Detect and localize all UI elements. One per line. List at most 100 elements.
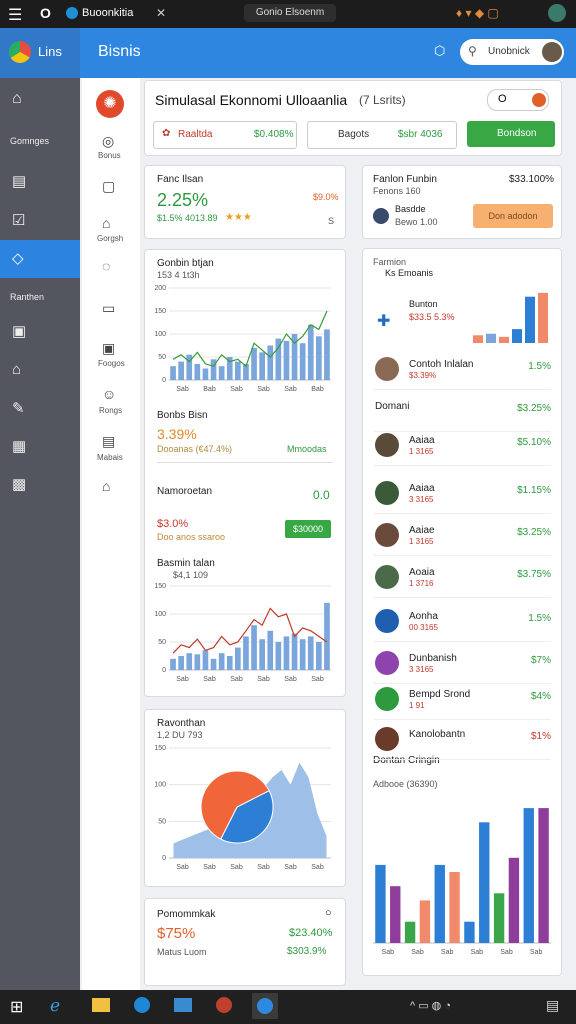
- chart-title: Dontan Cringin: [373, 755, 440, 766]
- bar: [218, 653, 225, 670]
- bar: [523, 808, 534, 943]
- summary-card: Fanc Ilsan 2.25% $1.5% 4013.89 ★★★ $9.0%…: [144, 165, 346, 239]
- totals-icon[interactable]: ○: [325, 907, 332, 919]
- avatar: [375, 651, 399, 675]
- ranking-subtitle: Ks Emoanis: [385, 268, 434, 278]
- start-button[interactable]: ⊞: [10, 999, 24, 1016]
- search-box[interactable]: ⚲ Unobnick: [460, 39, 564, 65]
- taskbar-app[interactable]: [134, 997, 150, 1013]
- bar: [251, 347, 257, 380]
- bar: [235, 647, 241, 670]
- nav-icon[interactable]: ▣: [102, 340, 116, 356]
- nav-label[interactable]: Gorgsh: [97, 234, 124, 243]
- row-sub: $3.39%: [409, 371, 437, 380]
- divider: [373, 641, 551, 642]
- row-name: Aonha: [409, 611, 438, 622]
- side-value: $9.0%: [313, 192, 339, 202]
- bar: [170, 366, 176, 380]
- nav-icon[interactable]: ▦: [12, 438, 27, 455]
- menu-icon[interactable]: ☰: [8, 7, 23, 24]
- bar: [299, 639, 306, 670]
- side-note: S: [328, 216, 335, 226]
- profile-name: Basdde: [395, 204, 426, 214]
- button-label: Raaltda: [178, 129, 213, 140]
- sidebar-item[interactable]: Gomnges: [10, 136, 50, 146]
- bar: [512, 329, 522, 343]
- stats-button[interactable]: $30000: [285, 520, 331, 538]
- avatar: [375, 565, 399, 589]
- stars: ★★★: [225, 212, 252, 223]
- x-tick-label: Sab: [284, 386, 297, 393]
- divider: [373, 513, 551, 514]
- ranking-card: Farmion Ks Emoanis ✚ Bunton $33.5 5.3% D…: [362, 248, 562, 976]
- taskbar-app[interactable]: [216, 997, 232, 1013]
- user-avatar[interactable]: [548, 4, 566, 22]
- nav-label[interactable]: Mabais: [97, 453, 123, 462]
- nav-icon[interactable]: ▤: [102, 433, 116, 449]
- sidebar-item[interactable]: Ranthen: [10, 292, 45, 302]
- taskbar-app[interactable]: [92, 998, 110, 1012]
- nav-label[interactable]: Rongs: [99, 406, 123, 415]
- nav-icon[interactable]: ✎: [12, 400, 25, 417]
- nav-icon[interactable]: ▤: [12, 173, 27, 190]
- chart-subtitle: $4,1 109: [173, 570, 209, 580]
- bar: [259, 352, 265, 380]
- button[interactable]: Bondson: [467, 121, 555, 147]
- pie-slice: [220, 789, 274, 844]
- button-value: $sbr 4036: [398, 129, 443, 140]
- nav-icon[interactable]: ⌂: [12, 361, 22, 378]
- nav-icon[interactable]: ⌂: [12, 90, 22, 107]
- y-tick-label: 0: [162, 377, 166, 384]
- bar: [243, 363, 249, 380]
- bar: [291, 334, 298, 380]
- stats-value: $3.0%: [157, 518, 189, 530]
- x-tick-label: Sab: [411, 949, 424, 956]
- nav-icon[interactable]: ▩: [12, 476, 27, 493]
- notifications[interactable]: ▤: [546, 997, 560, 1013]
- settings-icon[interactable]: ⬡: [434, 43, 446, 58]
- row-value: $1%: [530, 731, 551, 742]
- nav-icon[interactable]: ⌂: [102, 478, 111, 494]
- nav-label[interactable]: Bonus: [98, 151, 121, 160]
- divider: [373, 597, 551, 598]
- sidebar-selected[interactable]: ◇: [0, 240, 80, 278]
- totals-note: Matus Luom: [157, 947, 207, 957]
- nav-icon[interactable]: ▢: [102, 178, 116, 194]
- profile-button[interactable]: Don adodon: [473, 204, 553, 228]
- button[interactable]: Bagots $sbr 4036: [307, 121, 457, 149]
- toggle[interactable]: O: [487, 89, 549, 111]
- nav-icon[interactable]: ◎: [102, 133, 115, 149]
- bar: [419, 900, 431, 943]
- row-name: Aaiae: [409, 525, 435, 536]
- divider: [373, 759, 551, 760]
- tab[interactable]: Gonio Elsoenm: [244, 4, 336, 22]
- nav-icon[interactable]: ▭: [102, 300, 116, 316]
- tray-icons: ♦ ▾ ◆ ▢: [456, 6, 499, 20]
- nav-icon[interactable]: ⌂: [102, 215, 111, 231]
- nav-icon[interactable]: ☺: [102, 386, 117, 402]
- y-tick-label: 100: [154, 331, 166, 338]
- bar: [486, 333, 496, 343]
- header: Lins Bisnis ⬡ ⚲ Unobnick: [0, 28, 576, 78]
- close-icon[interactable]: ✕: [156, 6, 167, 20]
- bar: [275, 338, 282, 380]
- y-tick-label: 100: [154, 611, 166, 618]
- x-tick-label: Sab: [257, 676, 270, 683]
- bar: [226, 357, 233, 380]
- taskbar-app[interactable]: ℯ: [50, 996, 61, 1015]
- taskbar-app-active[interactable]: [252, 993, 278, 1019]
- nav-icon[interactable]: ◌: [102, 258, 111, 274]
- line: [172, 607, 328, 654]
- nav-icon[interactable]: ☑: [12, 212, 26, 229]
- bar: [186, 354, 193, 380]
- chart-title: Basmin talan: [157, 558, 215, 569]
- x-tick-label: Sab: [441, 949, 454, 956]
- nav-icon[interactable]: ▣: [12, 323, 27, 340]
- x-tick-label: Sab: [257, 386, 270, 393]
- bar: [538, 292, 548, 343]
- nav-label[interactable]: Foogos: [98, 359, 125, 368]
- button[interactable]: ✿ Raaltda $0.408%: [153, 121, 297, 149]
- summary-label: Fanc Ilsan: [157, 174, 204, 185]
- bar: [178, 656, 184, 670]
- taskbar-app[interactable]: [174, 998, 192, 1012]
